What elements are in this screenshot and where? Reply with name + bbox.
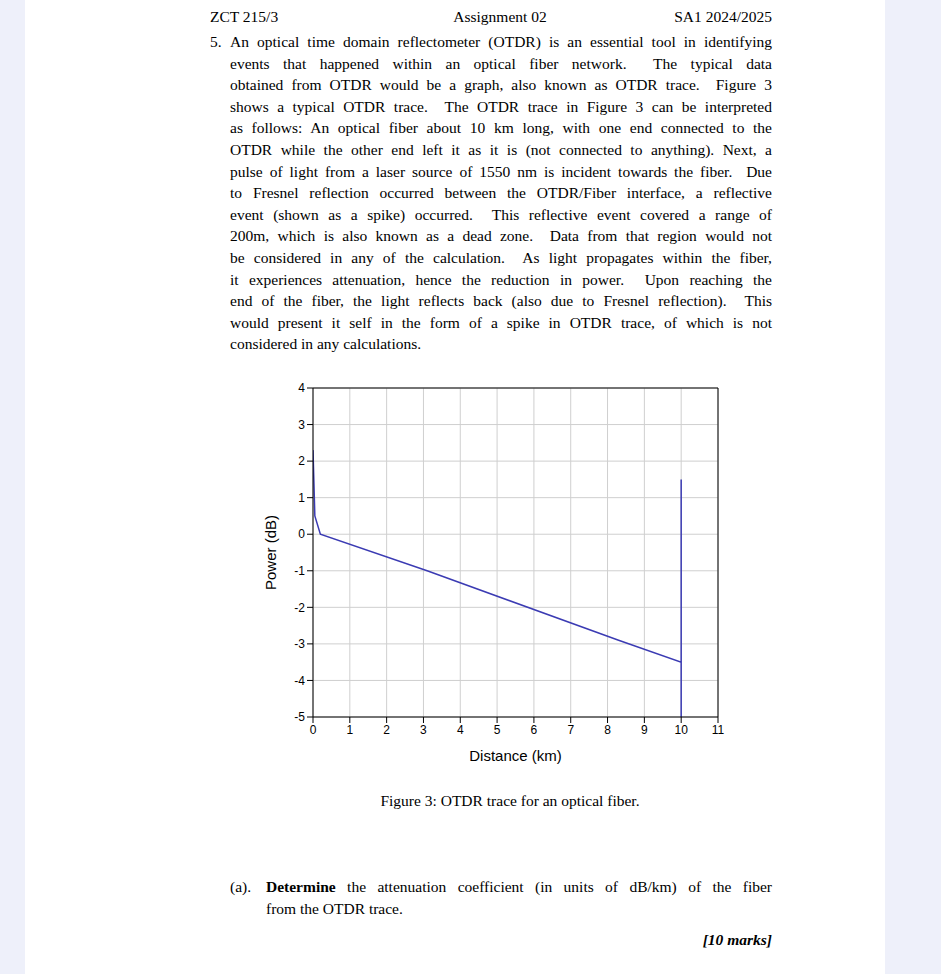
html-text:as follows: An optical fiber a: as follows: An optical fiber about 10 km…: [230, 119, 772, 137]
svg-text:0: 0: [310, 723, 317, 737]
svg-text:6: 6: [531, 723, 538, 737]
svg-text:2: 2: [298, 454, 305, 468]
html-text:Determine the attenuation coef: Determine the attenuation coefficient (i…: [266, 878, 772, 895]
html-text:shows a typical OTDR trace. Th: shows a typical OTDR trace. The OTDR tra…: [230, 97, 772, 115]
svg-text:-2: -2: [294, 601, 305, 615]
svg-text:4: 4: [457, 723, 464, 737]
html-text:considered in any calculations: considered in any calculations.: [230, 335, 422, 353]
html-text:be considered in any of the ca: be considered in any of the calculation.…: [230, 249, 772, 266]
html-text:obtained from OTDR would be a: obtained from OTDR would be a graph, als…: [230, 76, 772, 94]
svg-text:Distance (km): Distance (km): [469, 747, 562, 764]
html-text:SA1 2024/2025: SA1 2024/2025: [674, 8, 772, 25]
html-text:from the OTDR trace.: from the OTDR trace.: [266, 899, 403, 917]
html-text:Assignment 02: Assignment 02: [453, 8, 547, 25]
svg-text:2: 2: [383, 723, 390, 737]
svg-text:Power (dB): Power (dB): [262, 515, 279, 590]
html-text:events that happened within an: events that happened within an optical f…: [230, 54, 772, 72]
svg-text:11: 11: [712, 723, 725, 737]
html-text:would present it self in the f: would present it self in the form of a s…: [230, 313, 772, 331]
html-text:5.: 5.: [210, 33, 222, 50]
svg-text:1: 1: [346, 723, 353, 737]
svg-text:-3: -3: [294, 637, 305, 651]
svg-text:-5: -5: [294, 710, 305, 724]
html-text:event (shown as a spike) occur: event (shown as a spike) occurred. This …: [230, 205, 772, 223]
html-text:ZCT 215/3: ZCT 215/3: [210, 8, 279, 25]
svg-text:5: 5: [494, 723, 501, 737]
html-text:to Fresnel reflection occurred: to Fresnel reflection occurred between t…: [230, 184, 772, 202]
svg-text:-1: -1: [294, 564, 305, 578]
html-text:Figure 3: OTDR trace for an op: Figure 3: OTDR trace for an optical fibe…: [380, 792, 640, 809]
svg-text:1: 1: [298, 491, 305, 505]
svg-text:3: 3: [420, 723, 427, 737]
svg-text:9: 9: [641, 723, 648, 737]
svg-text:8: 8: [604, 723, 611, 737]
html-text:end of the fiber, the light re: end of the fiber, the light reflects bac…: [230, 292, 772, 310]
html-text:[10 marks]: [10 marks]: [702, 931, 772, 948]
svg-text:7: 7: [567, 723, 574, 737]
svg-text:-4: -4: [294, 674, 305, 688]
svg-text:4: 4: [298, 381, 305, 395]
html-text:it experiences attenuation, he: it experiences attenuation, hence the re…: [230, 270, 772, 288]
svg-text:0: 0: [298, 527, 305, 541]
html-text:pulse of light from a laser so: pulse of light from a laser source of 15…: [230, 162, 772, 180]
html-text:(a).: (a).: [230, 878, 252, 895]
html-text:An optical time domain reflect: An optical time domain reflectometer (OT…: [230, 33, 772, 50]
html-text:OTDR while the other end left: OTDR while the other end left it as it i…: [230, 141, 772, 158]
svg-text:10: 10: [675, 723, 689, 737]
html-text:200m, which is also known as a: 200m, which is also known as a dead zone…: [230, 227, 772, 245]
svg-text:3: 3: [298, 418, 305, 432]
